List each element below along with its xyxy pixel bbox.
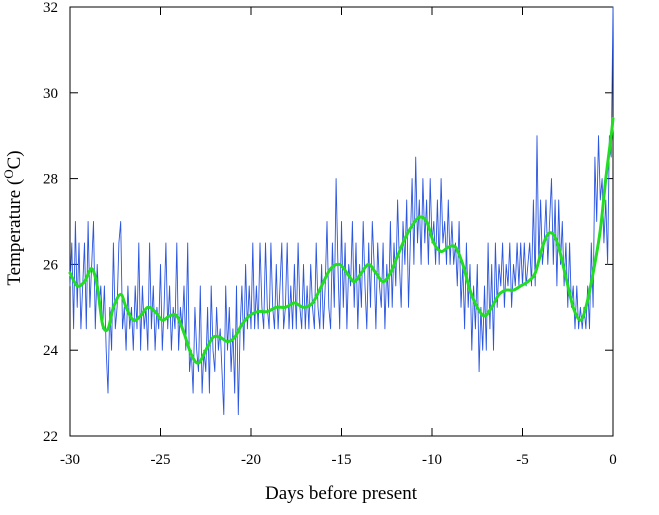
y-axis-label-unit: C) (4, 150, 25, 169)
x-axis-label: Days before present (265, 483, 418, 504)
y-axis-label-text: Temperature ( (4, 179, 25, 286)
y-tick-label: 32 (43, 0, 58, 16)
x-tick-label: 0 (609, 452, 617, 468)
x-tick-label: -15 (332, 452, 352, 468)
y-tick-label: 26 (43, 257, 59, 273)
y-tick-label: 28 (43, 172, 58, 188)
x-tick-label: -10 (422, 452, 442, 468)
y-tick-label: 22 (43, 429, 58, 445)
series-group (68, 6, 615, 416)
x-tick-label: -5 (516, 452, 529, 468)
axis-tick-labels: -30 -25 -20 -15 -10 -5 0 22 24 26 28 30 32 (43, 0, 617, 468)
y-axis-label-unit-sup: O (1, 169, 16, 178)
y-tick-label: 30 (43, 86, 58, 102)
x-tick-label: -20 (241, 452, 261, 468)
x-tick-label: -30 (60, 452, 80, 468)
series-line-raw (69, 6, 614, 416)
x-tick-label: -25 (151, 452, 171, 468)
y-axis-label: Temperature (OC) (1, 150, 26, 285)
series-line-smoothed (68, 117, 615, 365)
y-tick-label: 24 (43, 343, 59, 359)
